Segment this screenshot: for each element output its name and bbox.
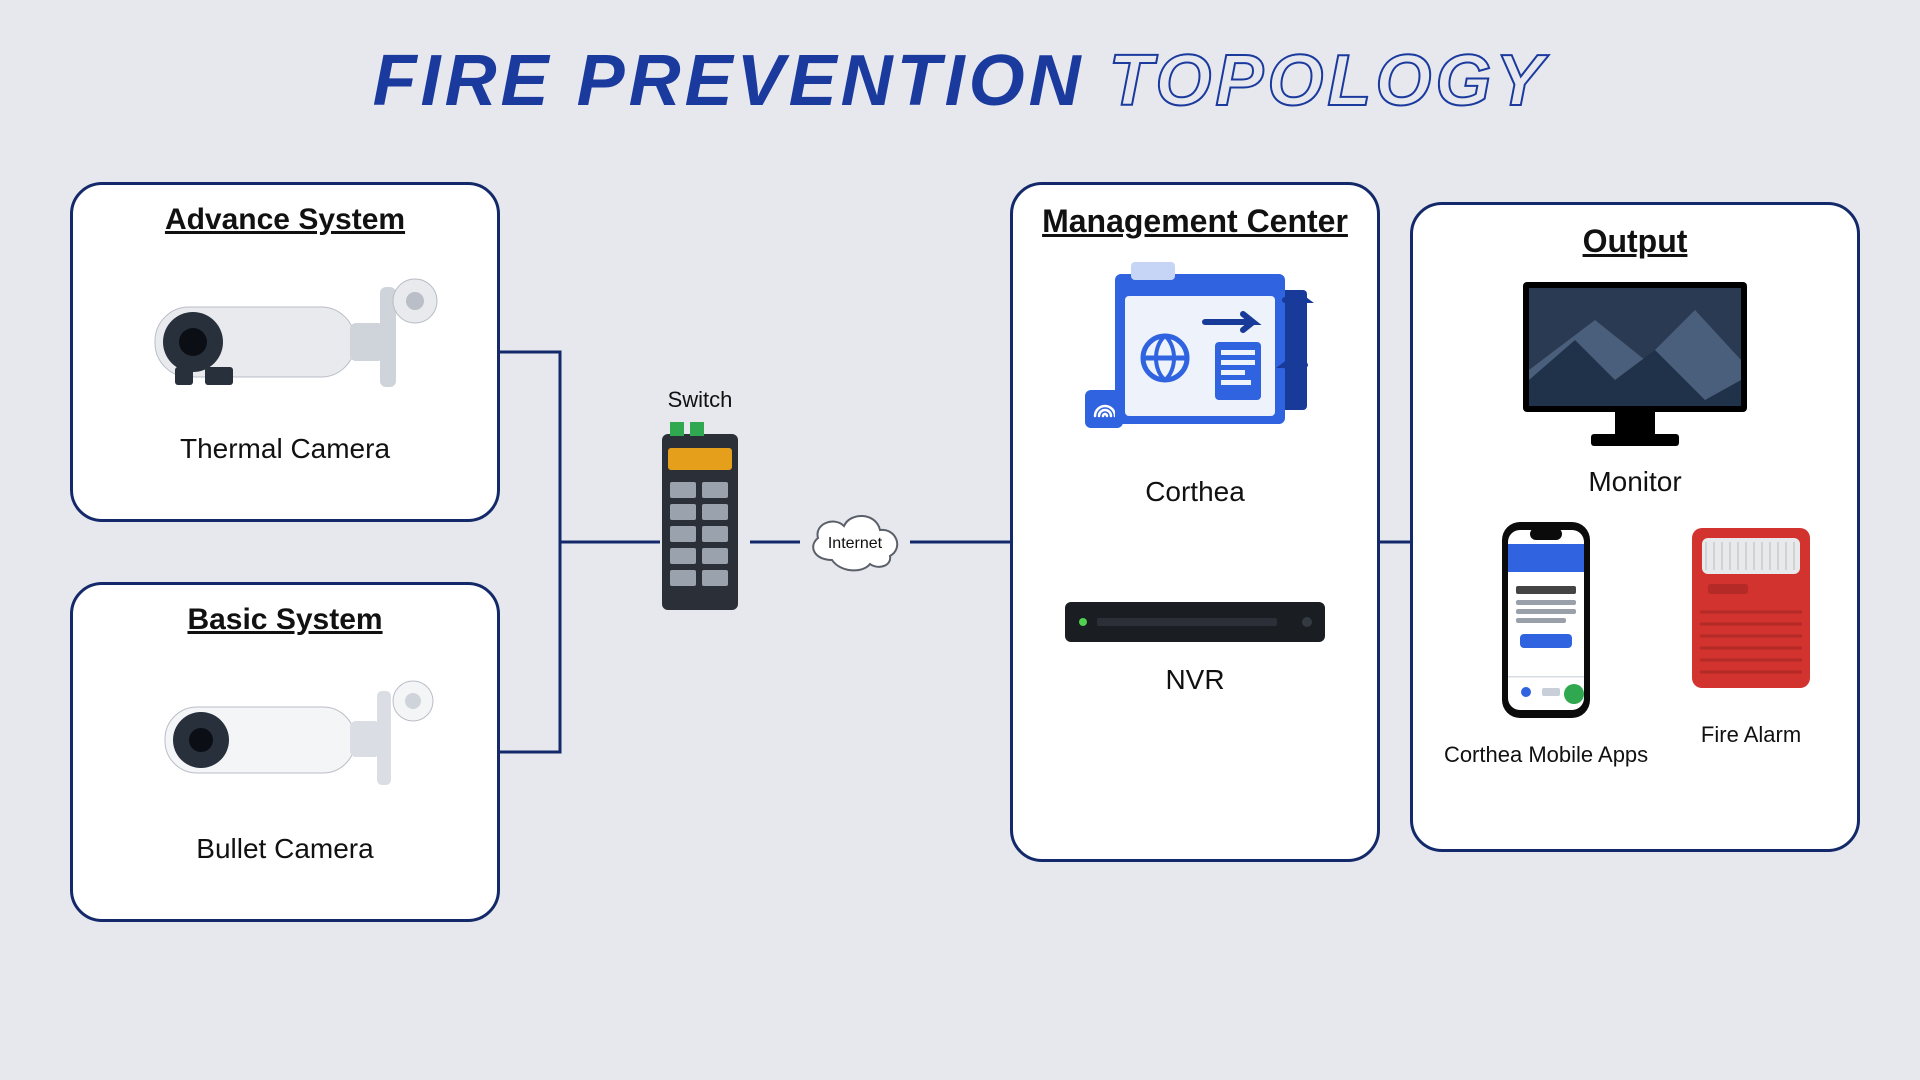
output-title: Output [1435, 223, 1835, 260]
mobile-apps-label: Corthea Mobile Apps [1444, 742, 1648, 768]
internet-label: Internet [828, 535, 883, 552]
box-management-center: Management Center [1010, 182, 1380, 862]
box-advance-system: Advance System Thermal Camera [70, 182, 500, 522]
thermal-camera-icon [115, 247, 455, 427]
nvr-icon [1055, 588, 1335, 658]
topology-canvas: Advance System Thermal Camera Basic Syst… [0, 142, 1920, 1022]
bullet-camera-label: Bullet Camera [196, 833, 373, 865]
mgmt-title: Management Center [1035, 203, 1355, 240]
switch-label: Switch [640, 387, 760, 413]
monitor-icon [1495, 270, 1775, 460]
bullet-camera-icon [125, 647, 445, 827]
advance-title: Advance System [95, 203, 475, 237]
fire-alarm-label: Fire Alarm [1701, 722, 1801, 748]
title-solid: FIRE PREVENTION [373, 41, 1085, 121]
switch-icon [650, 422, 750, 622]
monitor-label: Monitor [1588, 466, 1681, 498]
corthea-icon [1065, 250, 1325, 470]
title-outline: TOPOLOGY [1109, 41, 1548, 121]
cloud-icon: Internet [800, 502, 910, 582]
nvr-label: NVR [1165, 664, 1224, 696]
box-output: Output Monitor [1410, 202, 1860, 852]
fire-alarm-icon [1676, 516, 1826, 716]
phone-icon [1486, 516, 1606, 736]
corthea-label: Corthea [1145, 476, 1245, 508]
basic-title: Basic System [95, 603, 475, 637]
thermal-camera-label: Thermal Camera [180, 433, 390, 465]
box-basic-system: Basic System Bullet Camera [70, 582, 500, 922]
